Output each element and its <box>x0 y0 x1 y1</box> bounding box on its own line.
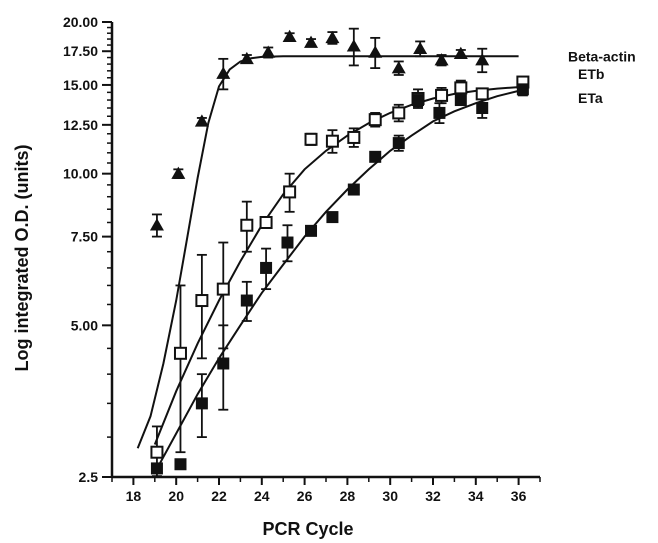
marker-eta <box>217 357 230 370</box>
marker-beta-actin <box>261 45 276 58</box>
marker-etb <box>325 134 339 148</box>
marker-etb <box>368 113 382 127</box>
marker-etb <box>240 218 254 232</box>
marker-beta-actin <box>304 35 319 48</box>
x-tick-label: 34 <box>468 488 484 504</box>
marker-beta-actin <box>239 51 254 65</box>
marker-etb <box>259 215 273 229</box>
y-tick-label: 12.50 <box>63 117 98 133</box>
marker-etb <box>304 132 318 146</box>
marker-beta-actin <box>149 218 164 231</box>
marker-eta <box>195 397 208 410</box>
marker-eta <box>369 150 382 163</box>
marker-eta <box>326 211 339 224</box>
series-label-etb: ETb <box>578 66 604 82</box>
error-bars <box>151 27 528 478</box>
marker-etb <box>173 346 187 360</box>
y-tick-label: 10.00 <box>63 166 98 182</box>
marker-beta-actin <box>453 46 468 59</box>
marker-eta <box>240 294 253 307</box>
fit-curve-beta-actin <box>136 55 519 449</box>
data-markers <box>149 29 530 475</box>
x-tick-label: 22 <box>211 488 227 504</box>
marker-beta-actin <box>475 53 490 66</box>
x-tick-label: 20 <box>168 488 184 504</box>
marker-beta-actin <box>368 45 383 58</box>
series-labels: Beta-actin ETb ETa <box>568 48 636 106</box>
marker-eta <box>174 458 187 471</box>
marker-beta-actin <box>413 41 428 54</box>
series-label-beta-actin: Beta-actin <box>568 48 636 64</box>
marker-eta <box>260 261 273 274</box>
marker-eta <box>454 94 467 107</box>
marker-eta <box>476 102 489 115</box>
marker-beta-actin <box>216 66 231 79</box>
marker-beta-actin <box>346 39 361 52</box>
marker-etb <box>150 445 164 459</box>
x-tick-label: 36 <box>511 488 527 504</box>
marker-beta-actin <box>325 30 340 44</box>
y-tick-label: 5.00 <box>71 317 98 333</box>
y-tick-label: 2.5 <box>79 469 99 485</box>
series-label-eta: ETa <box>578 90 603 106</box>
marker-etb <box>283 185 297 199</box>
marker-beta-actin <box>282 29 297 42</box>
x-tick-label: 32 <box>425 488 441 504</box>
marker-eta <box>516 83 529 96</box>
x-tick-label: 28 <box>340 488 356 504</box>
marker-etb <box>454 81 468 95</box>
marker-etb <box>475 87 489 101</box>
x-axis-title: PCR Cycle <box>262 519 353 539</box>
marker-eta <box>150 462 163 475</box>
marker-eta <box>412 94 425 107</box>
marker-eta <box>305 224 318 237</box>
marker-etb <box>195 294 209 308</box>
marker-eta <box>281 236 294 249</box>
x-tick-label: 30 <box>382 488 398 504</box>
marker-beta-actin <box>171 166 186 179</box>
marker-beta-actin <box>391 61 406 74</box>
marker-etb <box>392 106 406 120</box>
y-tick-label: 20.00 <box>63 14 98 30</box>
x-tick-label: 24 <box>254 488 270 504</box>
x-tick-label: 18 <box>126 488 142 504</box>
marker-beta-actin <box>434 53 449 66</box>
y-axis-title: Log integrated O.D. (units) <box>12 145 32 372</box>
y-tick-label: 7.50 <box>71 229 98 245</box>
marker-beta-actin <box>194 114 209 127</box>
marker-etb <box>435 88 449 102</box>
y-tick-label: 15.00 <box>63 77 98 93</box>
x-tick-label: 26 <box>297 488 313 504</box>
y-tick-label: 17.50 <box>63 43 98 59</box>
marker-eta <box>347 183 360 196</box>
chart-axes: 18 20 22 24 26 28 30 32 34 36 2.5 5.00 7.50 10.00 12.5… <box>63 14 541 504</box>
fit-curve-eta <box>153 89 519 474</box>
marker-eta <box>433 106 446 119</box>
fitted-curves <box>136 55 519 474</box>
marker-eta <box>392 137 405 150</box>
marker-etb <box>347 130 361 144</box>
marker-etb <box>216 282 230 296</box>
